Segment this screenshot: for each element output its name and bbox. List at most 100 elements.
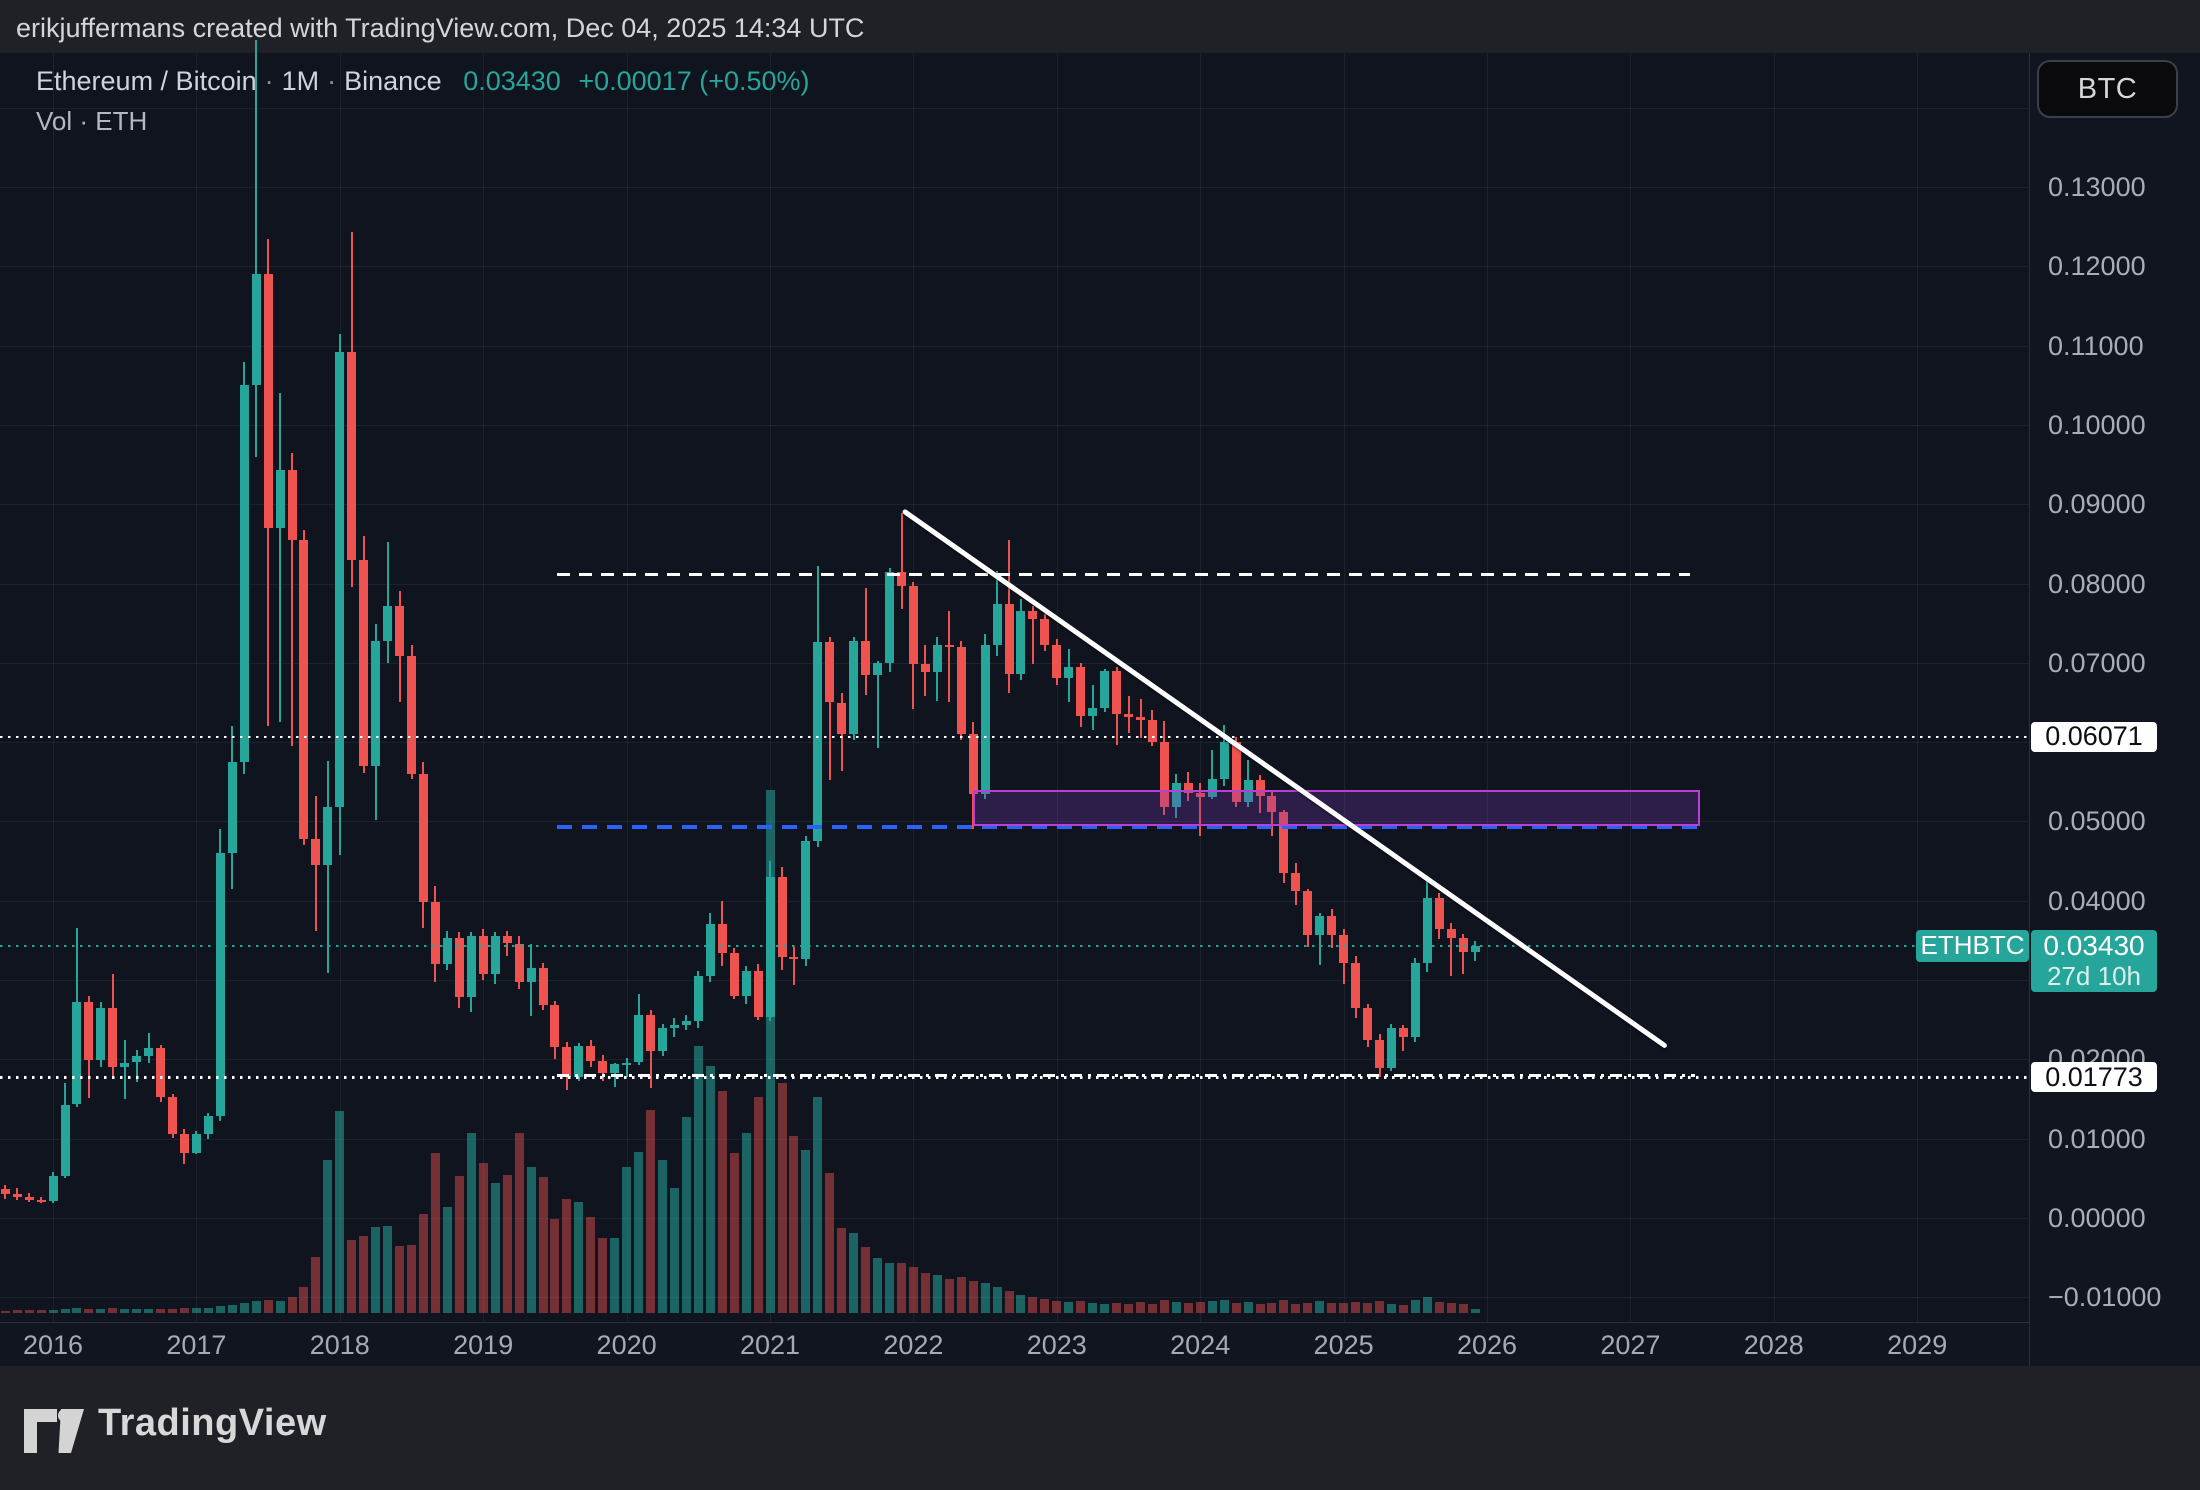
gridline-horizontal — [0, 504, 2029, 506]
candle-body — [36, 1199, 46, 1202]
volume-bar — [1124, 1304, 1133, 1313]
tradingview-wordmark[interactable]: TradingView — [98, 1402, 327, 1444]
candle-body — [120, 1062, 130, 1068]
volume-bar — [383, 1226, 393, 1313]
volume-bar — [1219, 1300, 1229, 1313]
candle-body — [610, 1064, 620, 1073]
volume-bar — [120, 1309, 130, 1313]
dashdot-line[interactable] — [557, 1073, 1695, 1077]
volume-bar — [908, 1267, 918, 1313]
legend-symbol[interactable]: Ethereum / Bitcoin — [36, 66, 257, 96]
price-scale-label: 0.11000 — [2048, 330, 2144, 361]
candle-body — [801, 841, 811, 960]
gridline-horizontal — [0, 1217, 2029, 1219]
volume-bar — [944, 1279, 954, 1313]
candle-wick — [147, 1033, 150, 1064]
candle-body — [144, 1048, 154, 1057]
candle-body — [1291, 872, 1301, 892]
candle-body — [418, 773, 428, 903]
price-scale[interactable]: BTC 0.13000 0.12000 0.11000 0.10000 0.09000 0… — [2029, 53, 2200, 1366]
volume-bar — [729, 1153, 739, 1313]
volume-bar — [956, 1277, 966, 1313]
candle-body — [203, 1116, 213, 1134]
candle-body — [168, 1097, 177, 1134]
volume-bar — [60, 1309, 70, 1313]
tradingview-logo-icon[interactable] — [23, 1408, 85, 1454]
candle-body — [562, 1046, 572, 1077]
candle-body — [323, 807, 333, 865]
supply-zone-box[interactable] — [973, 789, 1700, 827]
volume-bar — [1207, 1301, 1217, 1313]
candle-body — [586, 1045, 596, 1061]
price-scale-label: 0.01000 — [2048, 1123, 2146, 1154]
legend-volume[interactable]: Vol · ETH — [36, 106, 148, 136]
volume-bar — [454, 1176, 464, 1313]
volume-bar — [1100, 1304, 1110, 1313]
candle-wick — [279, 393, 281, 723]
candle-body — [705, 923, 715, 976]
volume-bar — [980, 1283, 990, 1313]
volume-bar — [1243, 1302, 1253, 1313]
support-dashed-line[interactable] — [557, 825, 1700, 829]
time-scale[interactable]: 2016 2017 2018 2019 2020 2021 2022 2023 2024 2025… — [0, 1322, 2200, 1367]
gridline-horizontal — [0, 980, 2029, 981]
candle-body — [1267, 796, 1277, 812]
resistance-dashed-line[interactable] — [557, 572, 1690, 576]
volume-bar — [610, 1238, 620, 1313]
volume-bar — [478, 1163, 488, 1313]
candle-wick — [135, 1049, 138, 1083]
legend-timeframe[interactable]: 1M — [281, 66, 320, 96]
candle-wick — [1462, 934, 1465, 974]
volume-bar — [1291, 1304, 1301, 1313]
volume-bar — [418, 1214, 428, 1313]
volume-bar — [1267, 1303, 1277, 1313]
volume-bar — [1052, 1301, 1062, 1313]
price-scale-label: 0.10000 — [2048, 409, 2146, 440]
candle-wick — [123, 1039, 126, 1099]
volume-bar — [873, 1258, 882, 1313]
volume-bar — [1458, 1304, 1468, 1313]
volume-bar — [84, 1309, 94, 1313]
dotted-price-line — [0, 735, 2029, 738]
gridline-horizontal — [0, 107, 2029, 109]
volume-bar — [1386, 1304, 1396, 1313]
volume-bar — [1470, 1309, 1480, 1313]
time-scale-year-label: 2017 — [166, 1330, 227, 1360]
volume-bar — [538, 1177, 548, 1313]
volume-bar — [132, 1309, 142, 1313]
candle-body — [24, 1197, 34, 1200]
volume-bar — [1255, 1304, 1265, 1313]
candle-body — [1255, 780, 1265, 797]
candle-wick — [948, 611, 951, 703]
currency-toggle-button[interactable]: BTC — [2037, 60, 2178, 118]
candle-body — [287, 470, 297, 540]
time-scale-year-label: 2022 — [883, 1330, 944, 1360]
volume-bar — [96, 1309, 106, 1313]
candle-body — [263, 274, 273, 528]
candle-wick — [1031, 605, 1034, 665]
volume-bar — [885, 1263, 894, 1313]
volume-bar — [1076, 1301, 1086, 1313]
gridline-vertical — [1773, 53, 1775, 1322]
gridline-horizontal — [0, 345, 2029, 347]
candle-body — [275, 470, 285, 528]
candle-body — [48, 1175, 58, 1202]
volume-bar — [514, 1133, 524, 1313]
descending-trendline[interactable] — [901, 507, 1668, 1049]
candle-body — [658, 1027, 667, 1052]
volume-bar — [275, 1301, 285, 1313]
gridline-vertical — [1917, 53, 1919, 1322]
volume-bar — [1016, 1295, 1026, 1313]
volume-bar — [156, 1309, 165, 1313]
volume-bar — [442, 1207, 452, 1313]
volume-bar — [693, 1046, 703, 1313]
volume-bar — [287, 1297, 297, 1313]
volume-bar — [658, 1160, 667, 1313]
legend-symbol-row[interactable]: Ethereum / Bitcoin · 1M · Binance 0.03430 +0… — [36, 66, 810, 97]
volume-bar — [191, 1308, 201, 1313]
volume-bar — [1028, 1297, 1038, 1313]
volume-bar — [777, 1083, 787, 1313]
candle-body — [980, 645, 990, 794]
volume-bar — [992, 1287, 1002, 1313]
